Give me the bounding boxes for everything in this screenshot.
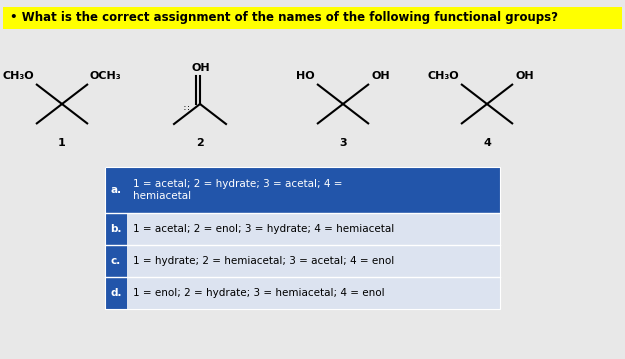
Text: 1 = acetal; 2 = hydrate; 3 = acetal; 4 =
hemiacetal: 1 = acetal; 2 = hydrate; 3 = acetal; 4 =… [133, 179, 343, 201]
FancyBboxPatch shape [127, 245, 500, 277]
Text: b.: b. [110, 224, 122, 234]
FancyBboxPatch shape [105, 213, 127, 245]
FancyBboxPatch shape [105, 167, 127, 213]
Text: OCH₃: OCH₃ [90, 71, 122, 81]
Text: 1 = hydrate; 2 = hemiacetal; 3 = acetal; 4 = enol: 1 = hydrate; 2 = hemiacetal; 3 = acetal;… [133, 256, 394, 266]
Text: ∷: ∷ [183, 103, 189, 112]
FancyBboxPatch shape [105, 277, 127, 309]
Text: d.: d. [110, 288, 122, 298]
Text: HO: HO [296, 71, 315, 81]
Text: OH: OH [192, 63, 210, 73]
Text: CH₃O: CH₃O [428, 71, 459, 81]
FancyBboxPatch shape [127, 277, 500, 309]
FancyBboxPatch shape [105, 245, 127, 277]
Text: c.: c. [111, 256, 121, 266]
Text: 4: 4 [483, 138, 491, 148]
FancyBboxPatch shape [127, 213, 500, 245]
Text: 1: 1 [58, 138, 66, 148]
Text: OH: OH [371, 71, 389, 81]
Text: 1 = enol; 2 = hydrate; 3 = hemiacetal; 4 = enol: 1 = enol; 2 = hydrate; 3 = hemiacetal; 4… [133, 288, 384, 298]
Text: OH: OH [515, 71, 534, 81]
Text: • What is the correct assignment of the names of the following functional groups: • What is the correct assignment of the … [10, 11, 558, 24]
Text: a.: a. [111, 185, 121, 195]
FancyBboxPatch shape [127, 167, 500, 213]
FancyBboxPatch shape [3, 7, 622, 29]
Text: 3: 3 [339, 138, 347, 148]
Text: CH₃O: CH₃O [2, 71, 34, 81]
Text: 1 = acetal; 2 = enol; 3 = hydrate; 4 = hemiacetal: 1 = acetal; 2 = enol; 3 = hydrate; 4 = h… [133, 224, 394, 234]
Text: 2: 2 [196, 138, 204, 148]
